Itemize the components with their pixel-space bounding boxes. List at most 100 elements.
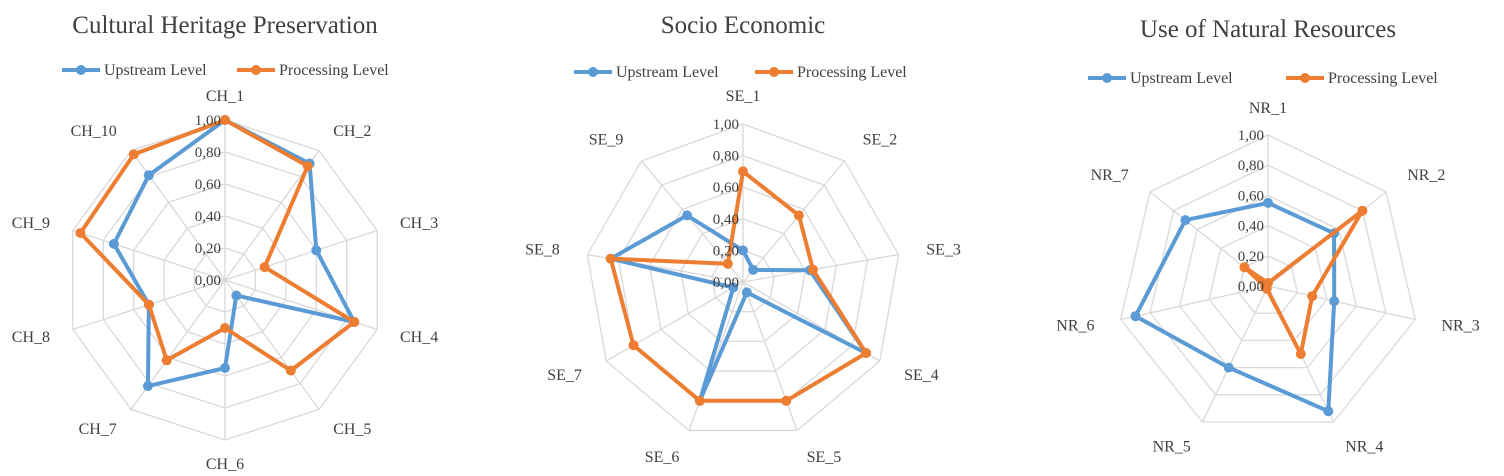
grid-spoke [224, 279, 320, 410]
data-point-upstream-level-se-5 [741, 287, 752, 298]
tick-label: 0,80 [713, 149, 739, 165]
data-point-processing-level-ch-9 [75, 228, 86, 238]
radar-chart-cultural-heritage: Cultural Heritage Preservation Upstream L… [12, 12, 438, 473]
tick-label: 1,00 [713, 117, 739, 133]
legend-entry-upstream-level: Upstream Level [1130, 70, 1233, 87]
data-point-processing-level-ch-1 [220, 115, 230, 125]
category-label-nr-5: NR_5 [1153, 438, 1191, 455]
data-point-upstream-level-ch-9 [108, 238, 119, 249]
data-point-processing-level-nr-3 [1307, 291, 1318, 302]
data-point-upstream-level-se-2 [748, 264, 759, 275]
data-point-processing-level-se-6 [694, 395, 705, 406]
category-label-ch-10: CH_10 [71, 123, 117, 140]
category-label-ch-4: CH_4 [400, 329, 438, 346]
category-label-nr-6: NR_6 [1056, 318, 1094, 335]
grid-spoke [1267, 285, 1416, 321]
category-label-se-6: SE_6 [645, 449, 680, 466]
category-label-ch-8: CH_8 [12, 329, 50, 346]
category-label-nr-1: NR_1 [1249, 100, 1287, 117]
category-label-ch-5: CH_5 [333, 421, 371, 438]
legend-marker-upstream-level [1102, 73, 1112, 83]
radar-chart-socio-economic: Socio Economic Upstream Level Processing L… [525, 12, 961, 466]
category-label-ch-1: CH_1 [206, 88, 244, 105]
category-label-ch-3: CH_3 [400, 215, 438, 232]
data-point-upstream-level-se-9 [682, 210, 693, 221]
grid-ring [1208, 224, 1328, 342]
data-point-processing-level-nr-2 [1357, 205, 1368, 216]
tick-label: 0,20 [713, 243, 739, 259]
data-point-upstream-level-nr-3 [1329, 296, 1340, 307]
data-point-upstream-level-nr-1 [1263, 197, 1273, 208]
category-label-se-9: SE_9 [589, 132, 624, 149]
category-label-nr-3: NR_3 [1442, 318, 1480, 335]
tick-label: 1,00 [195, 113, 221, 129]
legend-marker-processing-level [251, 65, 261, 75]
data-point-upstream-level-se-7 [728, 282, 739, 293]
data-point-upstream-level-ch-7 [142, 381, 153, 392]
data-point-processing-level-ch-3 [259, 262, 270, 273]
grid-ring [1149, 164, 1387, 396]
data-point-processing-level-se-4 [861, 348, 872, 359]
tick-label: 0,00 [1238, 279, 1264, 295]
tick-label: 0,60 [195, 177, 221, 193]
tick-label: 0,60 [1238, 188, 1264, 204]
data-point-upstream-level-ch-3 [311, 245, 322, 256]
tick-label: 0,80 [1238, 158, 1264, 174]
data-point-processing-level-ch-10 [128, 149, 139, 160]
data-point-processing-level-ch-7 [161, 355, 172, 366]
data-point-processing-level-ch-6 [220, 323, 230, 333]
grid-ring [648, 186, 838, 372]
tick-label: 0,40 [195, 209, 221, 225]
category-label-se-2: SE_2 [863, 132, 898, 149]
data-point-processing-level-ch-5 [285, 365, 296, 376]
legend-entry-processing-level: Processing Level [797, 64, 907, 81]
data-point-upstream-level-ch-10 [143, 170, 154, 181]
data-point-processing-level-se-7 [628, 340, 639, 351]
radar-chart-natural-resources: Use of Natural Resources Upstream Level Pr… [1056, 16, 1480, 455]
grid-spoke [224, 229, 378, 281]
tick-label: 1,00 [1238, 128, 1264, 144]
data-point-processing-level-se-1 [738, 166, 748, 177]
grid-spoke [1201, 285, 1269, 423]
data-point-upstream-level-ch-5 [231, 290, 242, 301]
data-point-upstream-level-nr-7 [1180, 215, 1191, 226]
data-point-processing-level-ch-4 [349, 317, 360, 327]
tick-label: 0,20 [1238, 249, 1264, 265]
chart-title: Cultural Heritage Preservation [72, 12, 378, 39]
tick-label: 0,20 [195, 241, 221, 257]
data-point-processing-level-se-5 [781, 395, 792, 406]
category-label-se-3: SE_3 [926, 242, 961, 259]
grid-spoke [742, 281, 798, 431]
category-label-ch-6: CH_6 [206, 456, 244, 473]
grid-spoke [1120, 285, 1269, 321]
chart-title: Socio Economic [661, 12, 826, 39]
chart-panel-natural-resources: Use of Natural Resources Upstream Level Pr… [1010, 0, 1504, 476]
chart-title: Use of Natural Resources [1140, 16, 1396, 43]
data-point-processing-level-nr-7 [1239, 262, 1250, 273]
category-label-nr-2: NR_2 [1407, 167, 1445, 184]
data-point-processing-level-se-9 [722, 258, 733, 269]
data-point-upstream-level-nr-5 [1223, 362, 1234, 373]
data-point-upstream-level-ch-6 [220, 363, 230, 373]
legend-marker-processing-level [769, 67, 779, 77]
legend-entry-upstream-level: Upstream Level [104, 62, 207, 79]
tick-label: 0,00 [195, 273, 221, 289]
series-line-processing-level [608, 169, 869, 403]
legend-marker-upstream-level [588, 67, 598, 77]
data-point-processing-level-ch-2 [302, 161, 313, 172]
data-point-processing-level-se-3 [808, 264, 818, 275]
data-point-processing-level-se-8 [605, 253, 616, 264]
grid-spoke [688, 281, 744, 431]
data-point-upstream-level-nr-4 [1323, 406, 1334, 417]
tick-label: 0,60 [713, 180, 739, 196]
chart-panel-socio-economic: Socio Economic Upstream Level Processing L… [500, 0, 980, 476]
grid-ring [711, 249, 775, 313]
grid-spoke [605, 281, 744, 362]
data-point-upstream-level-se-1 [738, 245, 748, 256]
category-label-se-5: SE_5 [807, 449, 842, 466]
legend-marker-upstream-level [76, 65, 86, 75]
grid-ring [1120, 134, 1416, 423]
data-point-processing-level-nr-4 [1295, 349, 1306, 359]
grid-spoke [742, 253, 899, 283]
category-label-ch-9: CH_9 [12, 215, 50, 232]
